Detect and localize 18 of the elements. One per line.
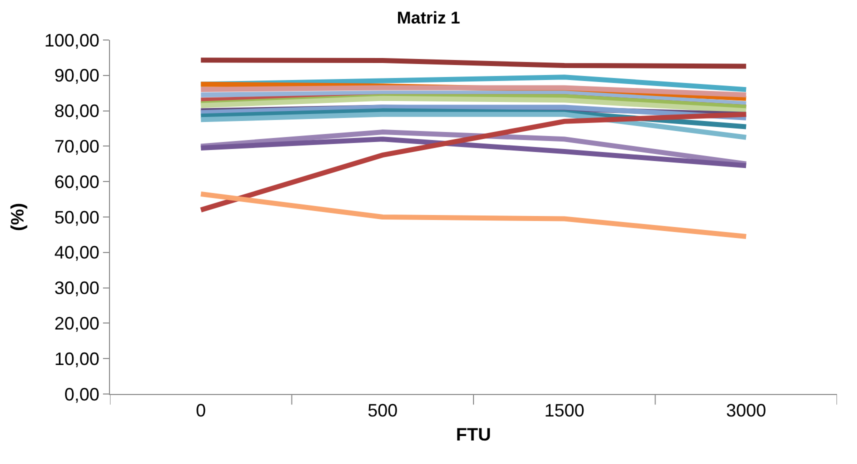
y-tick-label: 0,00 — [64, 384, 100, 404]
y-tick-label: 20,00 — [54, 314, 100, 334]
x-tick-label: 1500 — [544, 400, 584, 421]
y-tick-label: 90,00 — [54, 66, 100, 86]
x-tick-label: 500 — [368, 400, 398, 421]
y-tick-label: 70,00 — [54, 136, 100, 156]
y-tick-label: 10,00 — [54, 348, 100, 369]
x-tick-label: 3000 — [726, 400, 766, 421]
x-axis-title: FTU — [456, 424, 491, 445]
y-tick-label: 30,00 — [54, 278, 100, 298]
y-tick-label: 50,00 — [54, 207, 100, 228]
chart-title: Matriz 1 — [396, 8, 460, 28]
y-tick-label: 40,00 — [54, 242, 100, 263]
y-tick-label: 60,00 — [54, 172, 100, 192]
y-tick-label: 80,00 — [54, 101, 100, 122]
y-axis-title: (%) — [8, 203, 28, 231]
y-tick-label: 100,00 — [44, 30, 100, 50]
x-tick-label: 0 — [196, 400, 206, 421]
